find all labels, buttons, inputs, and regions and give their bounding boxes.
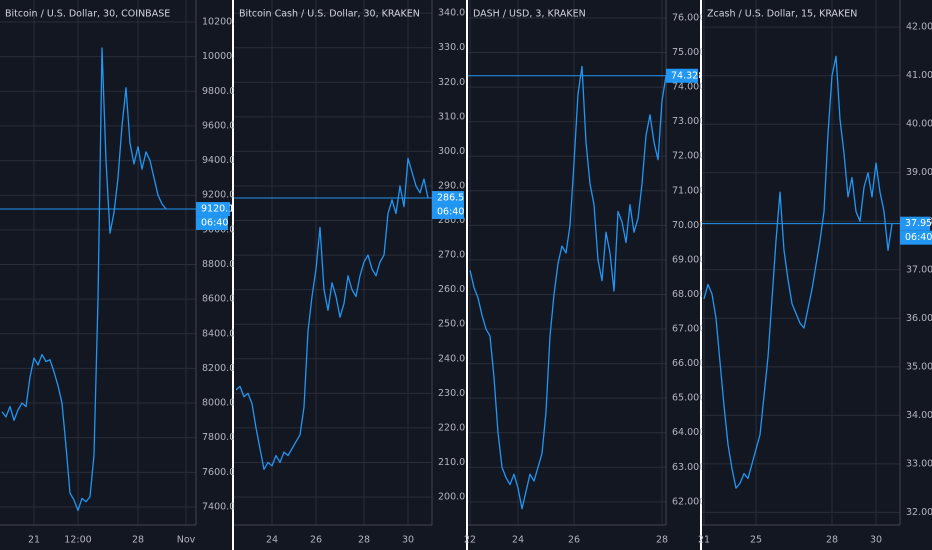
y-tick-label: 65.000 [672, 393, 705, 404]
countdown-tag [196, 216, 228, 231]
y-tick-label: 34.00 [906, 410, 932, 421]
y-tick-label: 32.00 [906, 507, 932, 518]
last-price-label: 9120.16 [201, 204, 240, 215]
y-tick-label: 8600.00 [202, 294, 241, 305]
last-price-tag [432, 191, 464, 206]
y-tick-label: 70.000 [672, 220, 705, 231]
y-tick-label: 9200.00 [202, 190, 241, 201]
y-tick-label: 7600.00 [202, 467, 241, 478]
x-tick-label: 30 [870, 535, 882, 546]
y-tick-label: 9800.00 [202, 86, 241, 97]
last-price-tag [900, 216, 930, 231]
y-tick-label: 220.0 [438, 422, 465, 433]
y-tick-label: 7400.00 [202, 501, 241, 512]
y-tick-label: 62.000 [672, 496, 705, 507]
y-tick-label: 42.00 [906, 22, 932, 33]
x-tick-label: 28 [132, 535, 144, 546]
price-line [1, 47, 167, 512]
y-tick-label: 280.0 [438, 215, 465, 226]
countdown-tag [432, 205, 464, 220]
y-tick-label: 260.0 [438, 284, 465, 295]
y-tick-label: 33.00 [906, 458, 932, 469]
y-tick-label: 10200.00 [202, 16, 247, 27]
y-tick-label: 63.000 [672, 462, 705, 473]
chart-title: Bitcoin / U.S. Dollar, 30, COINBASE [5, 9, 170, 20]
y-tick-label: 69.000 [672, 254, 705, 265]
x-tick-label: 28 [358, 535, 370, 546]
y-tick-label: 68.000 [672, 289, 705, 300]
y-tick-label: 66.000 [672, 358, 705, 369]
y-tick-label: 200.0 [438, 492, 465, 503]
y-tick-label: 8200.00 [202, 363, 241, 374]
x-tick-label: 30 [402, 535, 414, 546]
y-tick-label: 250.0 [438, 319, 465, 330]
y-tick-label: 36.00 [906, 313, 932, 324]
chart-title: DASH / USD, 3, KRAKEN [473, 9, 586, 20]
last-price-label: 37.95 [905, 218, 932, 229]
chart-title: Bitcoin Cash / U.S. Dollar, 30, KRAKEN [239, 9, 420, 20]
panel-background [468, 0, 700, 550]
y-tick-label: 9600.00 [202, 120, 241, 131]
x-tick-label: 28 [656, 535, 668, 546]
y-tick-label: 73.000 [672, 116, 705, 127]
last-price-label: 286.5 [437, 193, 464, 204]
y-tick-label: 10000.00 [202, 51, 247, 62]
y-tick-label: 210.0 [438, 457, 465, 468]
countdown-label: 06:40 [437, 207, 464, 218]
panel-background [234, 0, 466, 550]
panel-background [702, 0, 932, 550]
x-tick-label: 12:00 [64, 535, 91, 546]
y-tick-label: 71.000 [672, 185, 705, 196]
x-tick-label: 24 [512, 535, 524, 546]
price-line [469, 65, 667, 510]
y-tick-label: 7800.00 [202, 432, 241, 443]
y-tick-label: 75.000 [672, 47, 705, 58]
x-tick-label: 28 [826, 535, 838, 546]
y-tick-label: 230.0 [438, 388, 465, 399]
y-tick-label: 39.00 [906, 167, 932, 178]
chart-title: Zcash / U.S. Dollar, 15, KRAKEN [707, 9, 857, 20]
y-tick-label: 72.000 [672, 151, 705, 162]
x-tick-label: 25 [750, 535, 762, 546]
y-tick-label: 340.0 [438, 8, 465, 19]
price-line [235, 157, 429, 471]
y-tick-label: 41.00 [906, 70, 932, 81]
y-tick-label: 74.000 [672, 82, 705, 93]
y-tick-label: 330.0 [438, 42, 465, 53]
y-tick-label: 67.000 [672, 324, 705, 335]
countdown-label: 06:40 [905, 232, 932, 243]
x-tick-label: 21 [698, 535, 710, 546]
y-tick-label: 9400.00 [202, 155, 241, 166]
x-tick-label: 22 [464, 535, 476, 546]
y-tick-label: 76.000 [672, 12, 705, 23]
y-tick-label: 40.00 [906, 119, 932, 130]
y-tick-label: 320.0 [438, 77, 465, 88]
last-price-label: 74.328 [671, 70, 704, 81]
y-tick-label: 240.0 [438, 353, 465, 364]
y-tick-label: 290.0 [438, 180, 465, 191]
y-tick-label: 35.00 [906, 361, 932, 372]
y-tick-label: 37.00 [906, 264, 932, 275]
x-tick-label: 26 [568, 535, 580, 546]
x-tick-label: 26 [310, 535, 322, 546]
y-tick-label: 310.0 [438, 111, 465, 122]
countdown-label: 06:40 [201, 218, 228, 229]
last-price-tag [666, 68, 698, 83]
panel-background [0, 0, 232, 550]
y-tick-label: 8400.00 [202, 328, 241, 339]
y-tick-label: 64.000 [672, 427, 705, 438]
x-tick-label: 24 [266, 535, 278, 546]
y-tick-label: 8800.00 [202, 259, 241, 270]
y-tick-label: 8000.00 [202, 398, 241, 409]
countdown-tag [900, 230, 932, 245]
price-line [703, 55, 893, 489]
x-tick-label: 21 [28, 535, 40, 546]
y-tick-label: 300.0 [438, 146, 465, 157]
y-tick-label: 270.0 [438, 250, 465, 261]
last-price-tag [196, 202, 230, 217]
x-tick-label: Nov [177, 535, 196, 546]
